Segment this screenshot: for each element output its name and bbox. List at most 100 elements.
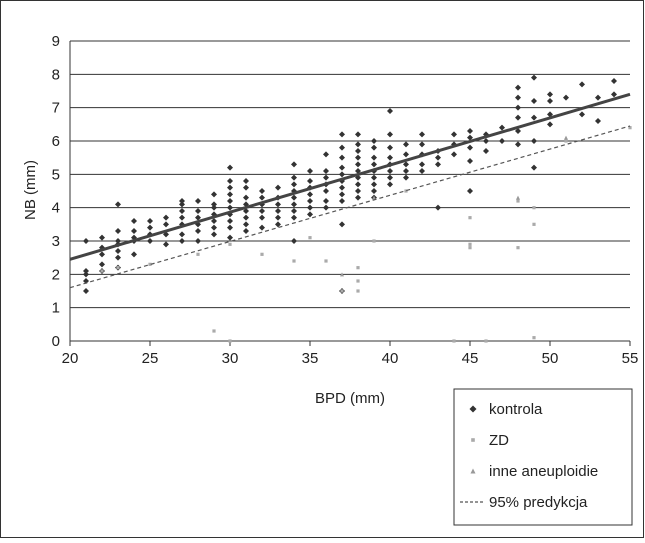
point-kontrola <box>115 248 121 254</box>
point-kontrola <box>99 261 105 268</box>
point-kontrola <box>403 141 409 148</box>
point-kontrola <box>163 221 169 228</box>
point-kontrola <box>547 91 553 98</box>
point-kontrola <box>211 191 217 198</box>
point-kontrola <box>259 208 265 214</box>
point-kontrola <box>499 124 505 131</box>
point-kontrola <box>595 94 601 101</box>
point-kontrola <box>595 118 601 124</box>
legend-items: kontrola ZD inne aneuploidie 95% predykcja <box>460 401 598 511</box>
point-kontrola <box>291 201 297 208</box>
point-kontrola <box>307 198 313 204</box>
point-kontrola <box>403 174 409 181</box>
point-zd <box>356 289 360 293</box>
point-kontrola <box>211 231 217 238</box>
point-kontrola <box>99 251 105 258</box>
point-kontrola <box>83 278 89 284</box>
point-kontrola <box>179 231 185 238</box>
point-kontrola <box>99 234 105 241</box>
x-tick-label: 35 <box>302 350 319 367</box>
point-zd <box>308 236 312 240</box>
point-zd <box>356 279 360 283</box>
point-kontrola <box>227 178 233 184</box>
legend-label: ZD <box>489 432 509 449</box>
prediction-line <box>69 125 631 289</box>
point-kontrola <box>515 84 521 91</box>
point-kontrola <box>259 194 265 201</box>
point-kontrola <box>131 251 137 258</box>
point-kontrola <box>531 164 537 171</box>
point-kontrola <box>531 74 537 81</box>
point-kontrola <box>243 214 249 221</box>
legend-box <box>453 388 633 526</box>
point-kontrola <box>323 174 329 181</box>
y-tick-label: 4 <box>52 200 60 217</box>
point-kontrola <box>195 208 201 214</box>
point-kontrola <box>307 168 313 174</box>
point-kontrola <box>467 144 473 151</box>
point-kontrola <box>371 154 377 161</box>
point-kontrola <box>243 208 249 214</box>
legend-marker-zd <box>471 438 475 442</box>
point-kontrola <box>211 224 217 231</box>
point-kontrola <box>339 191 345 198</box>
point-zd <box>148 262 152 266</box>
point-kontrola <box>307 191 313 198</box>
point-kontrola <box>339 131 345 138</box>
x-tick-label: 55 <box>622 350 639 367</box>
point-zd <box>260 252 264 256</box>
point-kontrola <box>339 184 345 191</box>
point-kontrola <box>291 181 297 188</box>
legend-marker-kontrola <box>469 405 477 413</box>
point-kontrola <box>227 234 233 241</box>
point-kontrola <box>195 228 201 234</box>
point-kontrola <box>563 94 569 101</box>
point-kontrola <box>179 208 185 214</box>
point-kontrola <box>515 141 521 148</box>
x-tick-label: 40 <box>382 350 399 367</box>
y-tick-label: 8 <box>52 66 60 83</box>
point-kontrola <box>243 178 249 184</box>
legend-label: inne aneuploidie <box>489 463 598 480</box>
point-kontrola <box>467 158 473 164</box>
point-kontrola <box>323 188 329 194</box>
point-kontrola <box>291 194 297 201</box>
regression-line <box>69 92 631 261</box>
point-kontrola <box>227 191 233 198</box>
point-kontrola <box>355 141 361 148</box>
point-kontrola <box>291 238 297 244</box>
point-kontrola <box>163 241 169 248</box>
point-kontrola <box>131 218 137 224</box>
point-kontrola <box>387 154 393 161</box>
point-kontrola <box>547 111 553 118</box>
point-kontrola <box>483 138 489 144</box>
point-kontrola <box>291 208 297 214</box>
point-kontrola <box>467 128 473 134</box>
point-kontrola <box>83 271 89 278</box>
point-kontrola <box>291 161 297 168</box>
point-kontrola <box>371 181 377 188</box>
point-kontrola <box>371 144 377 151</box>
point-zd <box>228 242 232 246</box>
point-kontrola <box>307 211 313 218</box>
point-kontrola <box>211 204 217 211</box>
series-layer <box>83 74 632 343</box>
x-tick-label: 45 <box>462 350 479 367</box>
point-kontrola <box>483 148 489 154</box>
point-kontrola <box>339 171 345 178</box>
point-kontrola <box>387 108 393 114</box>
point-zd <box>468 216 472 220</box>
point-kontrola <box>339 154 345 161</box>
point-kontrola <box>179 201 185 208</box>
point-kontrola <box>371 138 377 144</box>
point-kontrola <box>435 154 441 161</box>
point-zd <box>324 259 328 263</box>
point-zd <box>228 339 232 343</box>
point-kontrola <box>275 221 281 228</box>
point-zd <box>484 339 488 343</box>
point-kontrola <box>83 288 89 294</box>
point-zd <box>404 189 408 193</box>
point-kontrola <box>467 188 473 194</box>
point-kontrola <box>403 161 409 168</box>
